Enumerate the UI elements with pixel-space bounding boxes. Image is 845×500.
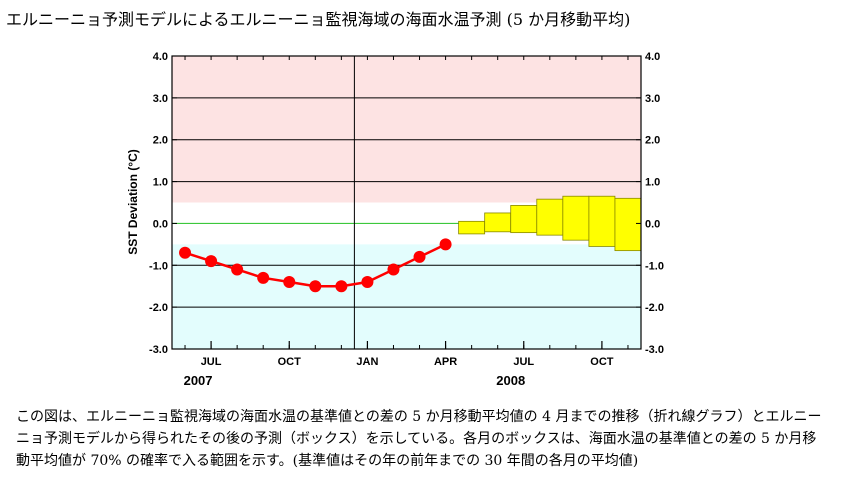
- data-point: [283, 276, 296, 289]
- plot-frame: [171, 55, 642, 350]
- y-tick-label-left: 2.0: [153, 135, 168, 147]
- warm-band: [172, 56, 641, 203]
- data-point: [439, 238, 452, 251]
- y-tick-label-right: 1.0: [645, 177, 660, 189]
- data-point: [387, 263, 400, 276]
- y-tick-label-right: 3.0: [645, 93, 660, 105]
- y-tick-label-left: 4.0: [153, 51, 168, 63]
- page-title: エルニーニョ予測モデルによるエルニーニョ監視海域の海面水温予測 (5 か月移動平…: [6, 10, 631, 29]
- x-tick-label: APR: [434, 356, 457, 368]
- y-tick-label-right: -1.0: [645, 260, 664, 272]
- y-axis-label: SST Deviation (°C): [126, 149, 140, 254]
- data-point: [309, 280, 322, 293]
- sst-forecast-chart: 4.0 4.0 3.0 3.0 2.0 2.0 1.0 1.0 0.0 0.0 -1.0 -1.0 -2…: [126, 51, 664, 388]
- x-tick-label: JUL: [201, 356, 222, 368]
- data-point: [231, 263, 244, 276]
- data-point: [413, 250, 426, 263]
- x-tick-label: JUL: [513, 356, 534, 368]
- data-point: [205, 255, 218, 268]
- forecast-box: [588, 195, 616, 247]
- cold-band: [172, 244, 641, 349]
- forecast-box: [458, 220, 486, 235]
- y-tick-label-right: -3.0: [645, 344, 664, 356]
- y-tick-label-left: -3.0: [149, 344, 168, 356]
- forecast-box: [510, 205, 538, 234]
- x-tick-label: JAN: [356, 356, 378, 368]
- y-tick-label-right: -2.0: [645, 302, 664, 314]
- year-label: 2007: [184, 373, 213, 388]
- x-tick-label: OCT: [590, 356, 614, 368]
- forecast-box: [484, 212, 512, 233]
- y-tick-label-left: 1.0: [153, 177, 168, 189]
- forecast-box: [536, 198, 564, 236]
- y-tick-label-right: 2.0: [645, 135, 660, 147]
- x-tick-label: OCT: [278, 356, 302, 368]
- data-point: [179, 246, 192, 259]
- y-tick-label-right: 0.0: [645, 218, 660, 230]
- data-point: [257, 271, 270, 284]
- data-point: [335, 280, 348, 293]
- forecast-box: [614, 197, 642, 252]
- data-point: [361, 276, 374, 289]
- y-tick-label-left: -1.0: [149, 260, 168, 272]
- y-tick-label-left: 3.0: [153, 93, 168, 105]
- year-label: 2008: [496, 373, 525, 388]
- chart-caption: この図は、エルニーニョ監視海域の海面水温の基準値との差の 5 か月移動平均値の …: [16, 409, 822, 469]
- y-tick-label-right: 4.0: [645, 51, 660, 63]
- y-tick-label-left: -2.0: [149, 302, 168, 314]
- forecast-box: [562, 195, 590, 241]
- y-tick-label-left: 0.0: [153, 218, 168, 230]
